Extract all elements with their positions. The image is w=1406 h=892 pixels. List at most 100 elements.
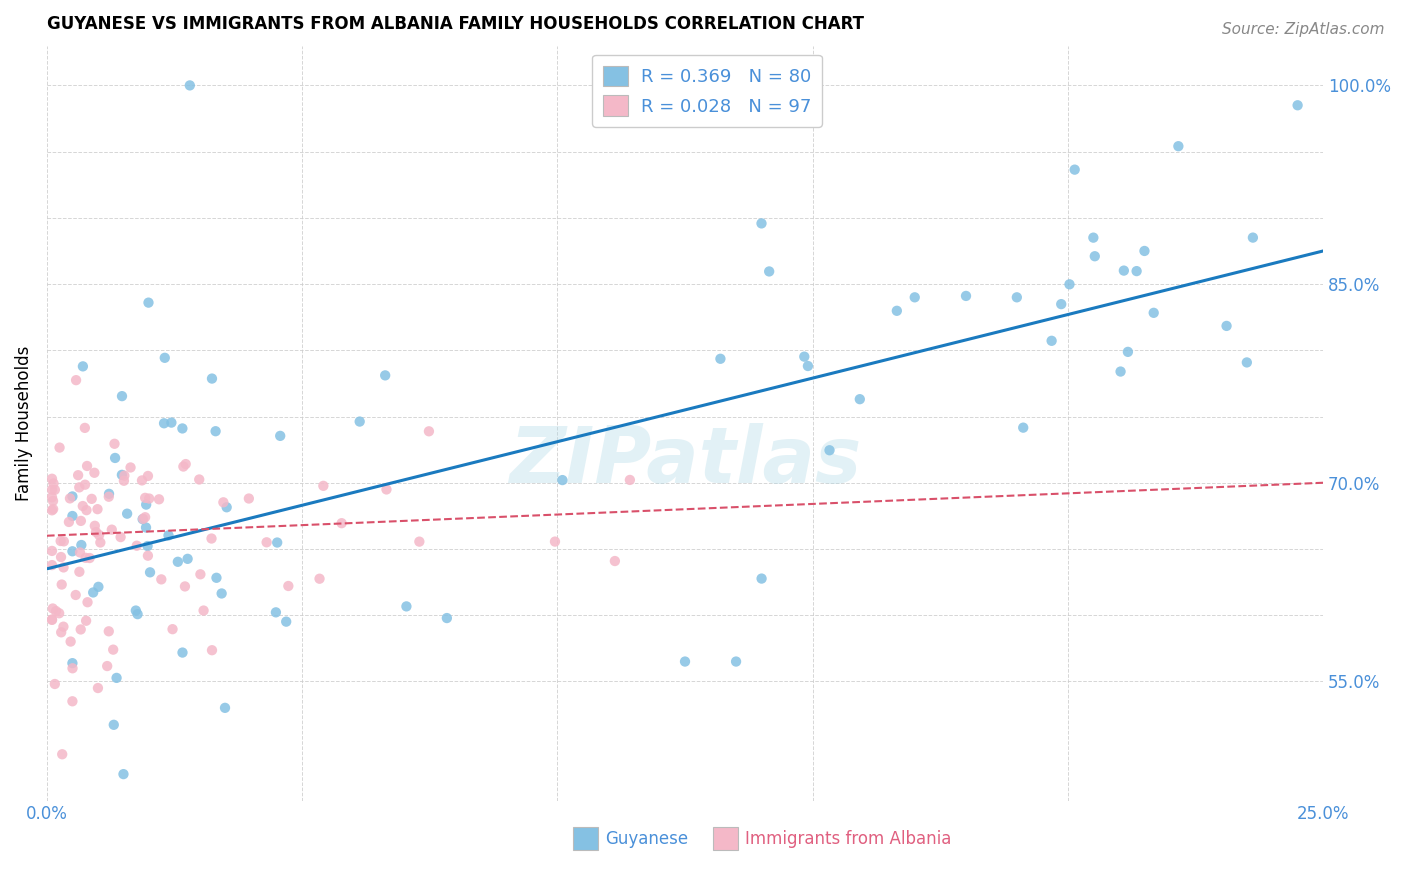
Point: [139, 566, 162, 580]
Point: [172, 646, 194, 660]
Point: [97, 624, 120, 639]
Point: [51, 577, 73, 591]
Point: [1125, 264, 1147, 278]
Point: [174, 579, 197, 593]
Text: Immigrants from Albania: Immigrants from Albania: [745, 830, 952, 848]
Point: [112, 468, 135, 483]
Point: [42, 494, 65, 508]
Point: [172, 421, 194, 435]
Point: [205, 571, 228, 585]
Point: [58, 515, 80, 529]
Point: [62, 661, 84, 675]
Point: [72, 499, 94, 513]
Point: [49, 549, 72, 564]
Point: [1050, 297, 1073, 311]
Point: [97, 490, 120, 504]
Point: [52, 620, 75, 634]
Point: [70, 538, 93, 552]
Point: [112, 474, 135, 488]
Point: [138, 295, 160, 310]
Point: [136, 539, 159, 553]
Point: [330, 516, 353, 531]
Point: [204, 424, 226, 438]
Point: [120, 460, 142, 475]
Point: [44, 677, 66, 691]
Point: [551, 473, 574, 487]
Point: [42, 502, 65, 516]
Point: [110, 530, 132, 544]
Point: [136, 549, 159, 563]
Point: [1059, 277, 1081, 292]
Point: [603, 554, 626, 568]
Point: [89, 528, 111, 542]
Point: [45, 604, 67, 618]
Text: GUYANESE VS IMMIGRANTS FROM ALBANIA FAMILY HOUSEHOLDS CORRELATION CHART: GUYANESE VS IMMIGRANTS FROM ALBANIA FAMI…: [46, 15, 863, 33]
Point: [408, 534, 430, 549]
Point: [1143, 306, 1166, 320]
Legend: R = 0.369   N = 80, R = 0.028   N = 97: R = 0.369 N = 80, R = 0.028 N = 97: [592, 54, 823, 127]
Point: [72, 359, 94, 374]
Point: [89, 535, 111, 549]
Point: [395, 599, 418, 614]
Point: [62, 694, 84, 708]
Point: [148, 492, 170, 507]
Point: [264, 605, 287, 619]
Point: [211, 586, 233, 600]
Point: [849, 392, 872, 407]
Point: [51, 747, 73, 762]
Point: [80, 491, 103, 506]
Point: [83, 518, 105, 533]
Point: [98, 487, 121, 501]
Point: [134, 491, 156, 505]
Point: [86, 502, 108, 516]
Point: [709, 351, 731, 366]
Point: [160, 416, 183, 430]
Point: [166, 555, 188, 569]
Point: [111, 467, 134, 482]
Point: [1236, 355, 1258, 369]
Point: [153, 417, 176, 431]
Point: [104, 450, 127, 465]
Point: [103, 437, 125, 451]
Point: [162, 622, 184, 636]
Point: [41, 558, 63, 573]
Point: [818, 443, 841, 458]
Point: [188, 473, 211, 487]
Point: [41, 472, 63, 486]
Point: [277, 579, 299, 593]
Point: [212, 495, 235, 509]
Point: [150, 573, 173, 587]
Text: ZIPatlas: ZIPatlas: [509, 423, 860, 499]
Point: [1063, 162, 1085, 177]
Point: [75, 550, 97, 565]
Point: [59, 491, 82, 506]
Point: [41, 503, 63, 517]
Point: [619, 473, 641, 487]
Point: [105, 671, 128, 685]
Point: [131, 512, 153, 526]
Point: [1005, 290, 1028, 304]
Point: [1116, 344, 1139, 359]
Point: [256, 535, 278, 549]
Point: [125, 603, 148, 617]
Point: [190, 567, 212, 582]
Point: [135, 498, 157, 512]
Point: [797, 359, 820, 373]
Point: [69, 623, 91, 637]
Point: [75, 614, 97, 628]
Point: [103, 718, 125, 732]
Point: [52, 534, 75, 549]
Point: [59, 634, 82, 648]
Point: [725, 655, 748, 669]
Point: [1133, 244, 1156, 258]
Point: [41, 613, 63, 627]
Point: [65, 588, 87, 602]
Point: [62, 544, 84, 558]
Point: [201, 643, 224, 657]
Point: [62, 490, 84, 504]
Y-axis label: Family Households: Family Households: [15, 345, 32, 500]
Point: [266, 535, 288, 549]
Point: [76, 595, 98, 609]
Point: [179, 78, 201, 93]
Point: [111, 389, 134, 403]
